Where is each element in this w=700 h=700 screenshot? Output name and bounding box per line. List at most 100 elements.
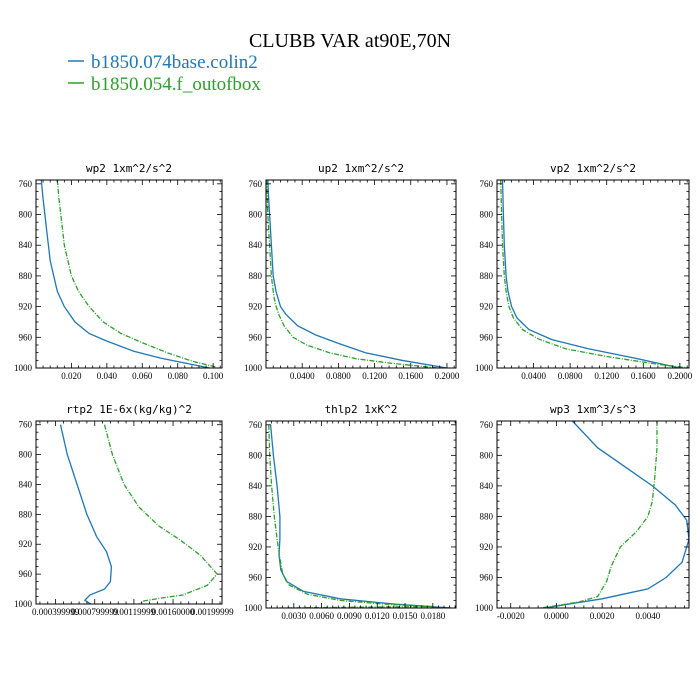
legend-label-2: b1850.054.f_outofbox	[91, 74, 261, 95]
y-tick-label: 1000	[14, 363, 33, 373]
y-tick-label: 880	[249, 511, 263, 521]
x-tick-label: 0.0060	[309, 611, 334, 621]
y-tick-label: 880	[480, 511, 494, 521]
y-tick-label: 960	[249, 572, 263, 582]
series-line-1	[267, 180, 448, 368]
chart-panel-4: rtp2 1E-6x(kg/kg)^2 760 800 840 880 920 960 100…	[14, 403, 234, 617]
x-tick-label: 0.1600	[631, 371, 656, 381]
y-tick-label: 840	[249, 481, 263, 491]
y-tick-label: 920	[480, 542, 494, 552]
x-tick-label: 0.0400	[290, 371, 315, 381]
y-tick-label: 1000	[475, 363, 494, 373]
x-tick-label: 0.2000	[435, 371, 460, 381]
series-line-2	[540, 421, 658, 608]
series-line-1	[501, 180, 681, 368]
y-tick-label: 840	[249, 240, 263, 250]
y-tick-label: 800	[19, 450, 33, 460]
chart-panel-3: vp2 1xm^2/s^2 760 800 840 880 920 960 1000 0.040…	[475, 162, 693, 381]
y-tick-label: 960	[19, 569, 33, 579]
y-tick-label: 880	[480, 271, 494, 281]
x-tick-label: 0.080	[168, 371, 189, 381]
x-tick-label: 0.0040	[635, 611, 660, 621]
y-tick-label: 840	[19, 240, 33, 250]
plot-frame	[496, 179, 690, 369]
y-tick-label: 920	[249, 542, 263, 552]
x-tick-label: 0.020	[61, 371, 82, 381]
y-tick-label: 880	[19, 509, 33, 519]
panel-title: up2 1xm^2/s^2	[318, 162, 404, 175]
series-line-2	[103, 424, 218, 604]
series-line-2	[500, 180, 689, 368]
y-tick-label: 800	[480, 450, 494, 460]
x-tick-label: 0.00199999	[191, 607, 234, 617]
chart-panel-6: wp3 1xm^3/s^3 760 800 840 880 920 960 1000-0.00…	[475, 403, 690, 621]
y-tick-label: 840	[480, 481, 494, 491]
x-tick-label: 0.1600	[398, 371, 423, 381]
plot-frame	[496, 420, 690, 609]
y-tick-label: 800	[19, 210, 33, 220]
x-tick-label: 0.0030	[281, 611, 306, 621]
plot-frame	[35, 179, 223, 369]
x-tick-label: 0.0020	[590, 611, 615, 621]
y-tick-label: 800	[480, 210, 494, 220]
y-tick-label: 840	[19, 479, 33, 489]
series-line-1	[544, 421, 689, 608]
y-tick-label: 1000	[14, 599, 33, 609]
legend: b1850.074base.colin2 b1850.054.f_outofbo…	[68, 52, 261, 95]
x-tick-label: 0.0800	[558, 371, 583, 381]
y-tick-label: 840	[480, 240, 494, 250]
plot-frame	[35, 420, 223, 605]
panel-title: rtp2 1E-6x(kg/kg)^2	[66, 403, 192, 416]
y-tick-label: 920	[480, 302, 494, 312]
x-tick-label: 0.060	[132, 371, 153, 381]
x-tick-label: -0.0020	[497, 611, 525, 621]
y-tick-label: 760	[480, 179, 494, 189]
y-tick-label: 960	[19, 332, 33, 342]
plot-frame	[265, 179, 457, 369]
series-line-2	[268, 424, 433, 608]
x-tick-label: 0.0800	[326, 371, 351, 381]
series-line-1	[269, 424, 452, 608]
y-tick-label: 760	[249, 179, 263, 189]
y-tick-label: 920	[19, 302, 33, 312]
x-tick-label: 0.0400	[521, 371, 546, 381]
x-tick-label: 0.0120	[365, 611, 390, 621]
x-tick-label: 0.00160000	[152, 607, 195, 617]
y-tick-label: 960	[249, 332, 263, 342]
x-tick-label: 0.000399999	[32, 607, 80, 617]
x-tick-label: 0.040	[97, 371, 118, 381]
y-tick-label: 880	[249, 271, 263, 281]
y-tick-label: 960	[480, 332, 494, 342]
panels: wp2 1xm^2/s^2 760 800 840 880 920 960 1000 0.020…	[14, 162, 693, 621]
chart-panel-1: wp2 1xm^2/s^2 760 800 840 880 920 960 1000 0.020…	[14, 162, 224, 381]
x-tick-label: 0.0180	[420, 611, 445, 621]
y-tick-label: 760	[480, 420, 494, 430]
series-line-2	[56, 180, 217, 368]
y-tick-label: 800	[249, 450, 263, 460]
panel-title: wp2 1xm^2/s^2	[86, 162, 172, 175]
y-tick-label: 920	[19, 539, 33, 549]
x-tick-label: 0.0090	[337, 611, 362, 621]
panel-title: wp3 1xm^3/s^3	[550, 403, 636, 416]
y-tick-label: 760	[19, 179, 33, 189]
y-tick-label: 1000	[244, 603, 263, 613]
x-tick-label: 0.1200	[362, 371, 387, 381]
series-line-2	[266, 180, 438, 368]
panel-title: vp2 1xm^2/s^2	[550, 162, 636, 175]
series-line-1	[59, 424, 113, 604]
y-tick-label: 920	[249, 302, 263, 312]
y-tick-label: 1000	[244, 363, 263, 373]
x-tick-label: 0.1200	[594, 371, 619, 381]
y-tick-label: 880	[19, 271, 33, 281]
legend-label-1: b1850.074base.colin2	[91, 52, 258, 73]
x-tick-label: 0.0000	[544, 611, 569, 621]
x-tick-label: 0.100	[203, 371, 224, 381]
y-tick-label: 760	[249, 420, 263, 430]
chart-panel-2: up2 1xm^2/s^2 760 800 840 880 920 960 1000 0.040…	[244, 162, 460, 381]
series-line-1	[40, 180, 210, 368]
panel-title: thlp2 1xK^2	[325, 403, 398, 416]
plot-frame	[265, 420, 457, 609]
y-tick-label: 960	[480, 572, 494, 582]
